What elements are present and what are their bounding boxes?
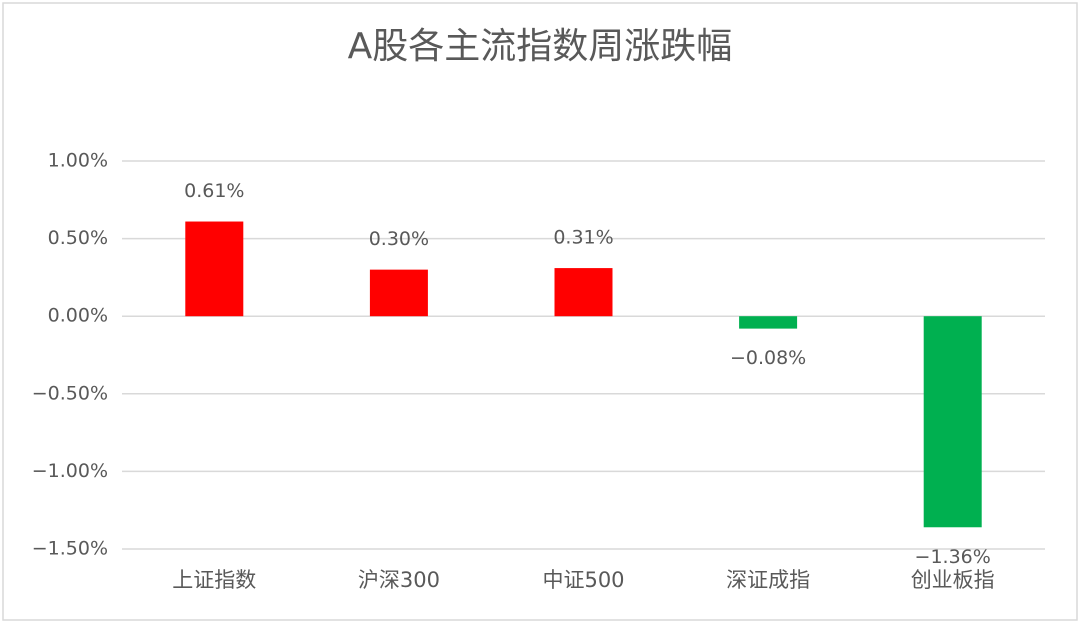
bar	[554, 268, 613, 317]
x-tick-label: 深证成指	[726, 568, 810, 592]
x-tick-label: 创业板指	[911, 568, 995, 592]
y-tick-label: −1.50%	[32, 538, 108, 560]
y-tick-label: −1.00%	[32, 460, 108, 482]
x-tick-label: 中证500	[542, 568, 624, 592]
bar	[185, 221, 244, 317]
value-label: −1.36%	[915, 546, 991, 568]
chart-title: A股各主流指数周涨跌幅	[348, 26, 733, 67]
y-tick-label: 0.50%	[48, 227, 108, 249]
value-label: −0.08%	[730, 347, 806, 369]
x-tick-label: 沪深300	[358, 568, 440, 592]
y-tick-label: 1.00%	[48, 150, 108, 172]
y-tick-label: −0.50%	[32, 382, 108, 404]
y-tick-label: 0.00%	[48, 305, 108, 327]
value-label: 0.31%	[553, 227, 613, 249]
x-tick-label: 上证指数	[172, 568, 256, 592]
bar	[369, 269, 428, 317]
bar	[739, 316, 798, 329]
value-label: 0.61%	[184, 180, 244, 202]
value-label: 0.30%	[369, 228, 429, 250]
bar	[923, 316, 982, 528]
